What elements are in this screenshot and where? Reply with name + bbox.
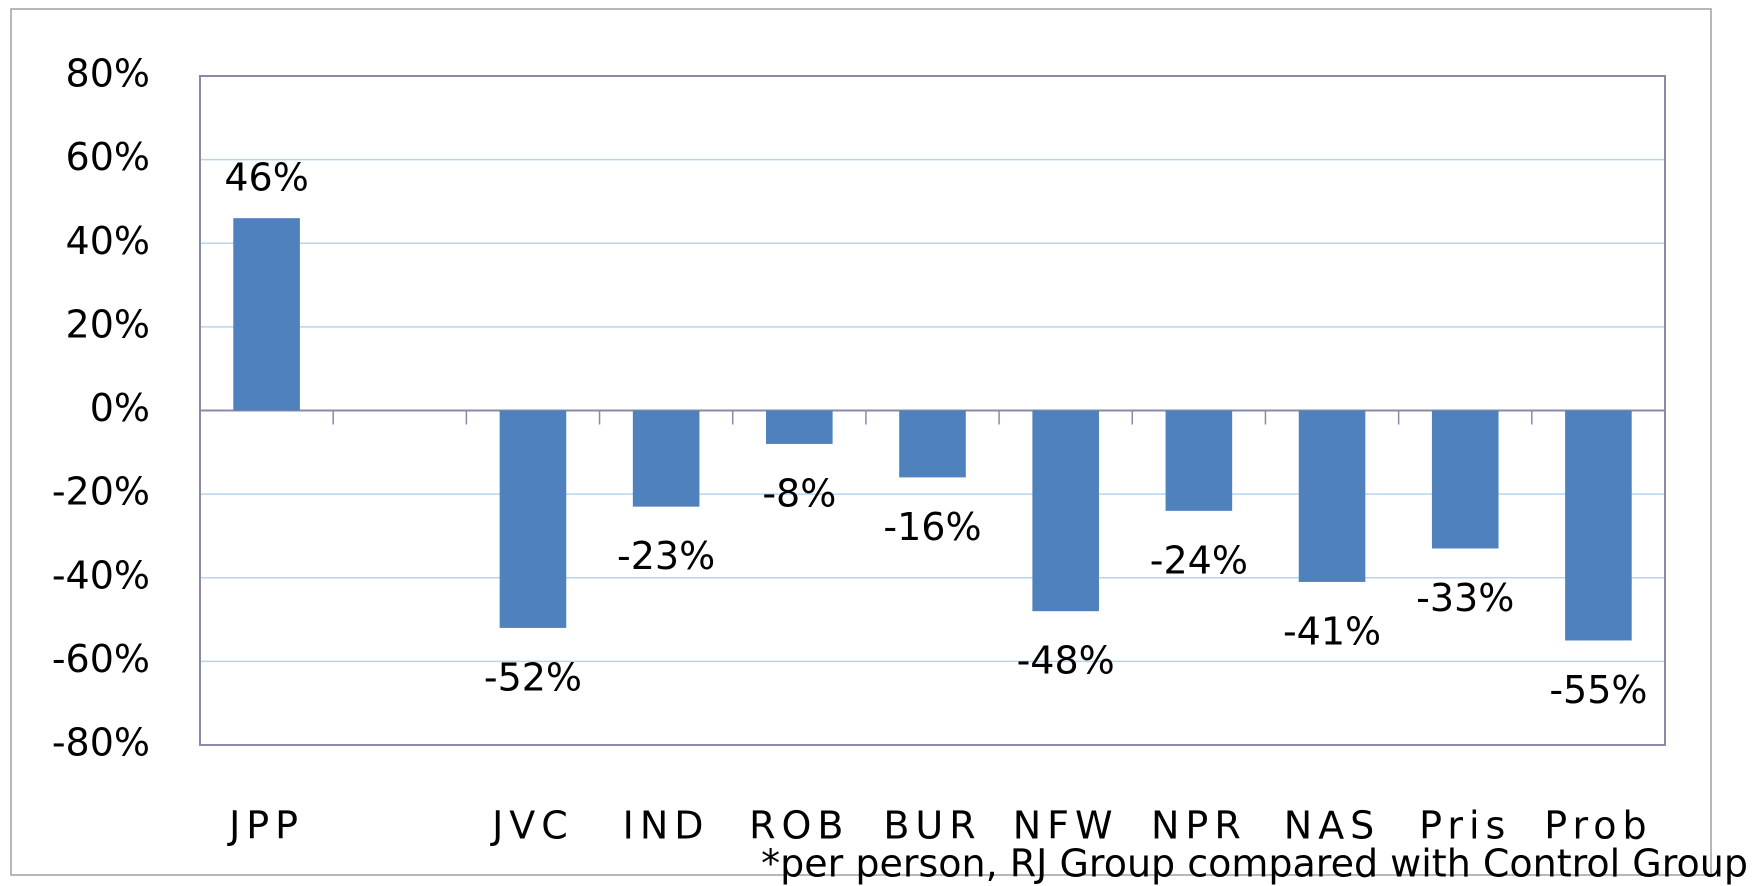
- y-tick-label: 80%: [66, 52, 150, 96]
- bar: [233, 218, 300, 411]
- y-tick-label: -60%: [52, 637, 150, 681]
- value-label: -48%: [1017, 639, 1115, 683]
- x-tick-label: JVC: [490, 804, 574, 848]
- x-tick-label: NAS: [1284, 804, 1381, 848]
- value-label: -23%: [617, 534, 715, 578]
- x-tick-label: Pris: [1419, 804, 1511, 848]
- bar: [899, 410, 966, 478]
- value-label: -16%: [883, 505, 981, 549]
- y-tick-label: 20%: [66, 302, 150, 346]
- y-tick-label: -40%: [52, 553, 150, 597]
- value-label: 46%: [224, 156, 308, 200]
- chart-border: [10, 8, 1712, 876]
- bar: [1165, 410, 1233, 511]
- y-tick-label: -80%: [52, 721, 150, 765]
- footnote: *per person, RJ Group compared with Cont…: [761, 842, 1748, 886]
- x-tick-label: IND: [623, 804, 710, 848]
- bar: [1565, 410, 1632, 641]
- bar: [1431, 410, 1499, 549]
- bar: [1298, 410, 1366, 582]
- value-label: -52%: [484, 655, 582, 699]
- y-tick-label: 40%: [66, 219, 150, 263]
- value-label: -33%: [1416, 576, 1514, 620]
- y-tick-label: 0%: [90, 386, 150, 430]
- x-tick-label: JPP: [227, 804, 304, 848]
- x-tick-label: BUR: [883, 804, 981, 848]
- x-tick-label: NFW: [1013, 804, 1119, 848]
- bar: [632, 410, 700, 507]
- value-label: -8%: [762, 471, 836, 515]
- value-label: -24%: [1150, 538, 1248, 582]
- x-tick-label: NPR: [1151, 804, 1247, 848]
- bar: [1032, 410, 1099, 612]
- x-tick-label: ROB: [749, 804, 849, 848]
- y-tick-label: 60%: [66, 135, 150, 179]
- x-tick-label: Prob: [1544, 804, 1652, 848]
- bar: [499, 410, 567, 628]
- y-tick-label: -20%: [52, 470, 150, 514]
- value-label: -55%: [1549, 668, 1647, 712]
- value-label: -41%: [1283, 609, 1381, 653]
- bar: [766, 410, 833, 444]
